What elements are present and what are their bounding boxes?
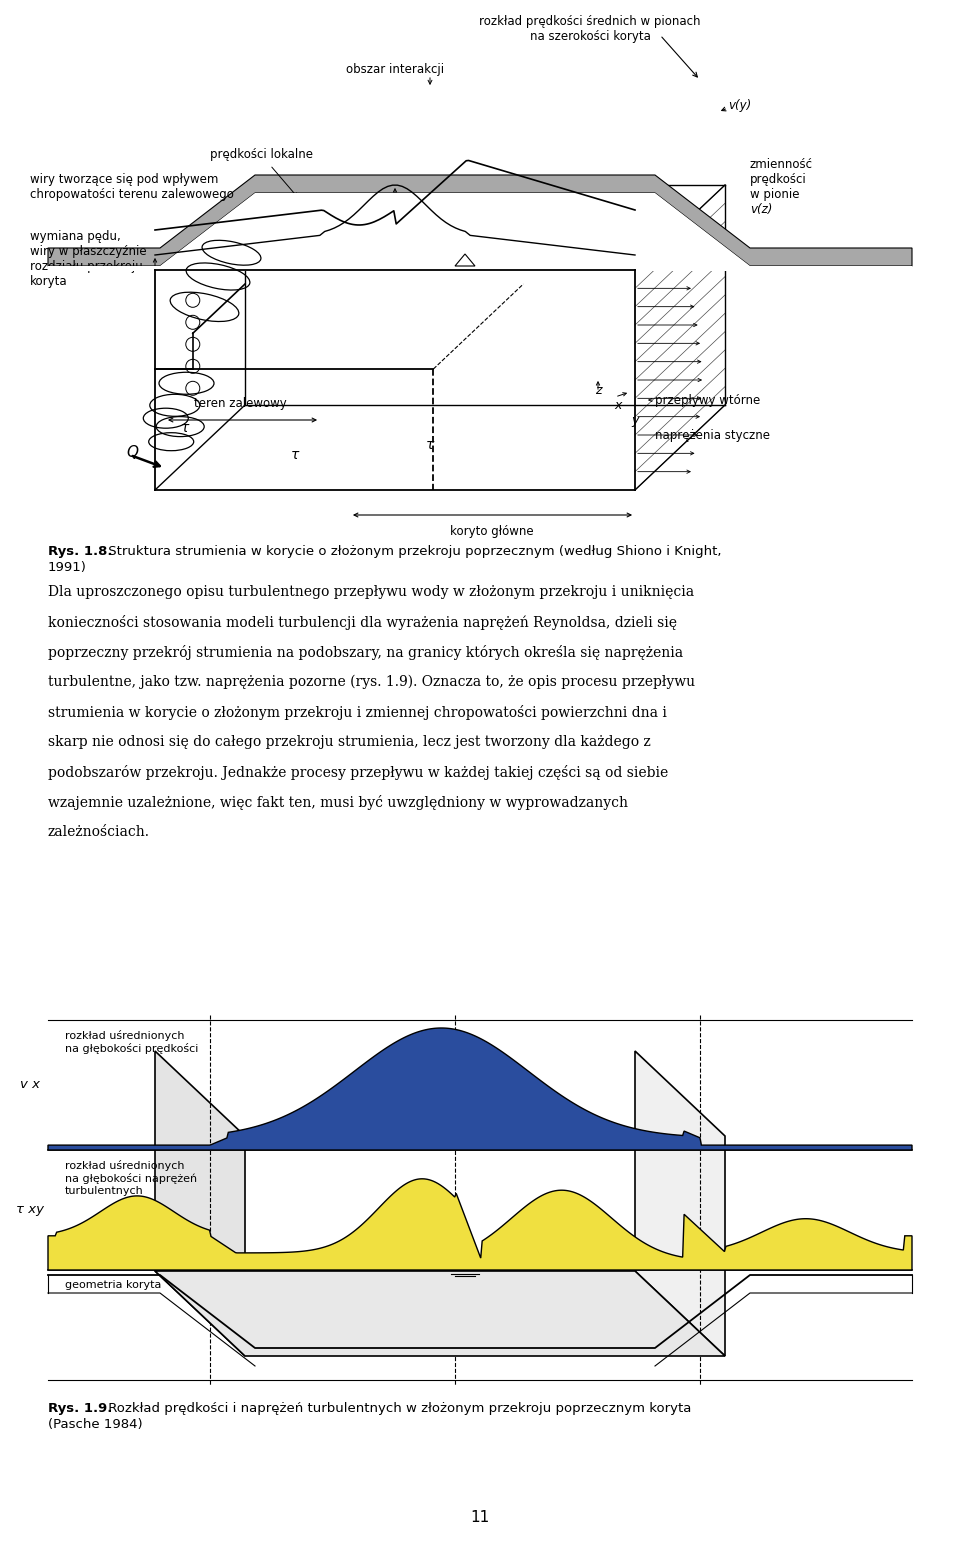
Text: Rys. 1.9.: Rys. 1.9. bbox=[48, 1402, 112, 1415]
Text: na szerokości koryta: na szerokości koryta bbox=[530, 29, 651, 43]
Text: Rys. 1.8.: Rys. 1.8. bbox=[48, 546, 112, 558]
Text: z: z bbox=[595, 384, 601, 396]
Text: obszar interakcji: obszar interakcji bbox=[346, 63, 444, 76]
Text: Dla uproszczonego opisu turbulentnego przepływu wody w złożonym przekroju i unik: Dla uproszczonego opisu turbulentnego pr… bbox=[48, 586, 694, 599]
Text: konieczności stosowania modeli turbulencji dla wyrażenia naprężeń Reynoldsa, dzi: konieczności stosowania modeli turbulenc… bbox=[48, 615, 677, 630]
Text: turbulentnych: turbulentnych bbox=[65, 1187, 144, 1196]
Text: τ: τ bbox=[180, 421, 189, 435]
Text: x: x bbox=[614, 399, 622, 411]
Text: Struktura strumienia w korycie o złożonym przekroju poprzecznym (według Shiono i: Struktura strumienia w korycie o złożony… bbox=[104, 546, 722, 558]
Text: prędkości lokalne: prędkości lokalne bbox=[210, 148, 313, 160]
Polygon shape bbox=[155, 1051, 245, 1356]
Text: podobszarów przekroju. Jednakże procesy przepływu w każdej takiej części są od s: podobszarów przekroju. Jednakże procesy … bbox=[48, 764, 668, 780]
Text: poprzeczny przekrój strumienia na podobszary, na granicy których określa się nap: poprzeczny przekrój strumienia na podobs… bbox=[48, 646, 684, 660]
Polygon shape bbox=[48, 193, 912, 271]
Text: skarp nie odnosi się do całego przekroju strumienia, lecz jest tworzony dla każd: skarp nie odnosi się do całego przekroju… bbox=[48, 735, 651, 749]
Text: geometria koryta: geometria koryta bbox=[65, 1281, 161, 1290]
Polygon shape bbox=[48, 176, 912, 267]
Text: wiry w płaszczyźnie: wiry w płaszczyźnie bbox=[30, 245, 147, 257]
Text: v(y,z): v(y,z) bbox=[324, 211, 356, 225]
Text: strumienia w korycie o złożonym przekroju i zmiennej chropowatości powierzchni d: strumienia w korycie o złożonym przekroj… bbox=[48, 704, 667, 720]
Polygon shape bbox=[155, 1271, 725, 1356]
Text: turbulentne, jako tzw. naprężenia pozorne (rys. 1.9). Oznacza to, że opis proces: turbulentne, jako tzw. naprężenia pozorn… bbox=[48, 675, 695, 689]
Text: τ: τ bbox=[291, 448, 300, 462]
Text: w pionie: w pionie bbox=[750, 188, 800, 200]
Text: rozkład uśrednionych: rozkład uśrednionych bbox=[65, 1160, 184, 1171]
Text: τ xy: τ xy bbox=[16, 1204, 44, 1216]
Text: naprężenia styczne: naprężenia styczne bbox=[655, 428, 770, 442]
Text: zmienność: zmienność bbox=[750, 159, 813, 171]
Text: na głębokości prędkości: na głębokości prędkości bbox=[65, 1043, 199, 1054]
Text: chropowatości terenu zalewowego: chropowatości terenu zalewowego bbox=[30, 188, 234, 200]
Polygon shape bbox=[48, 1028, 912, 1150]
Text: 1991): 1991) bbox=[48, 561, 86, 573]
Text: rozdziału przekroju: rozdziału przekroju bbox=[30, 260, 143, 273]
Text: prędkości: prędkości bbox=[750, 173, 806, 186]
Text: 11: 11 bbox=[470, 1510, 490, 1526]
Text: rozkład prędkości średnich w pionach: rozkład prędkości średnich w pionach bbox=[479, 15, 701, 28]
Text: wzajemnie uzależnione, więc fakt ten, musi być uwzględniony w wyprowadzanych: wzajemnie uzależnione, więc fakt ten, mu… bbox=[48, 795, 628, 811]
Polygon shape bbox=[455, 254, 475, 267]
Text: rozkład uśrednionych: rozkład uśrednionych bbox=[65, 1029, 184, 1042]
Text: (Pasche 1984): (Pasche 1984) bbox=[48, 1418, 143, 1432]
Text: v(y): v(y) bbox=[728, 99, 752, 111]
Text: koryto główne: koryto główne bbox=[450, 525, 534, 538]
Text: Rozkład prędkości i naprężeń turbulentnych w złożonym przekroju poprzecznym kory: Rozkład prędkości i naprężeń turbulentny… bbox=[104, 1402, 691, 1415]
Text: v x: v x bbox=[20, 1079, 40, 1091]
Text: zależnościach.: zależnościach. bbox=[48, 824, 150, 838]
Text: koryta: koryta bbox=[30, 274, 67, 288]
Text: Q: Q bbox=[126, 444, 138, 459]
Text: y: y bbox=[632, 413, 638, 427]
Text: τ: τ bbox=[426, 438, 434, 452]
Text: wymiana pędu,: wymiana pędu, bbox=[30, 230, 121, 243]
Polygon shape bbox=[48, 1179, 912, 1270]
Text: przepływy wtórne: przepływy wtórne bbox=[655, 393, 760, 407]
Text: teren zalewowy: teren zalewowy bbox=[194, 398, 286, 410]
Text: na głębokości naprężeń: na głębokości naprężeń bbox=[65, 1173, 197, 1183]
Text: v(z): v(z) bbox=[750, 203, 773, 216]
Text: wiry tworzące się pod wpływem: wiry tworzące się pod wpływem bbox=[30, 173, 218, 186]
Polygon shape bbox=[635, 1051, 725, 1356]
